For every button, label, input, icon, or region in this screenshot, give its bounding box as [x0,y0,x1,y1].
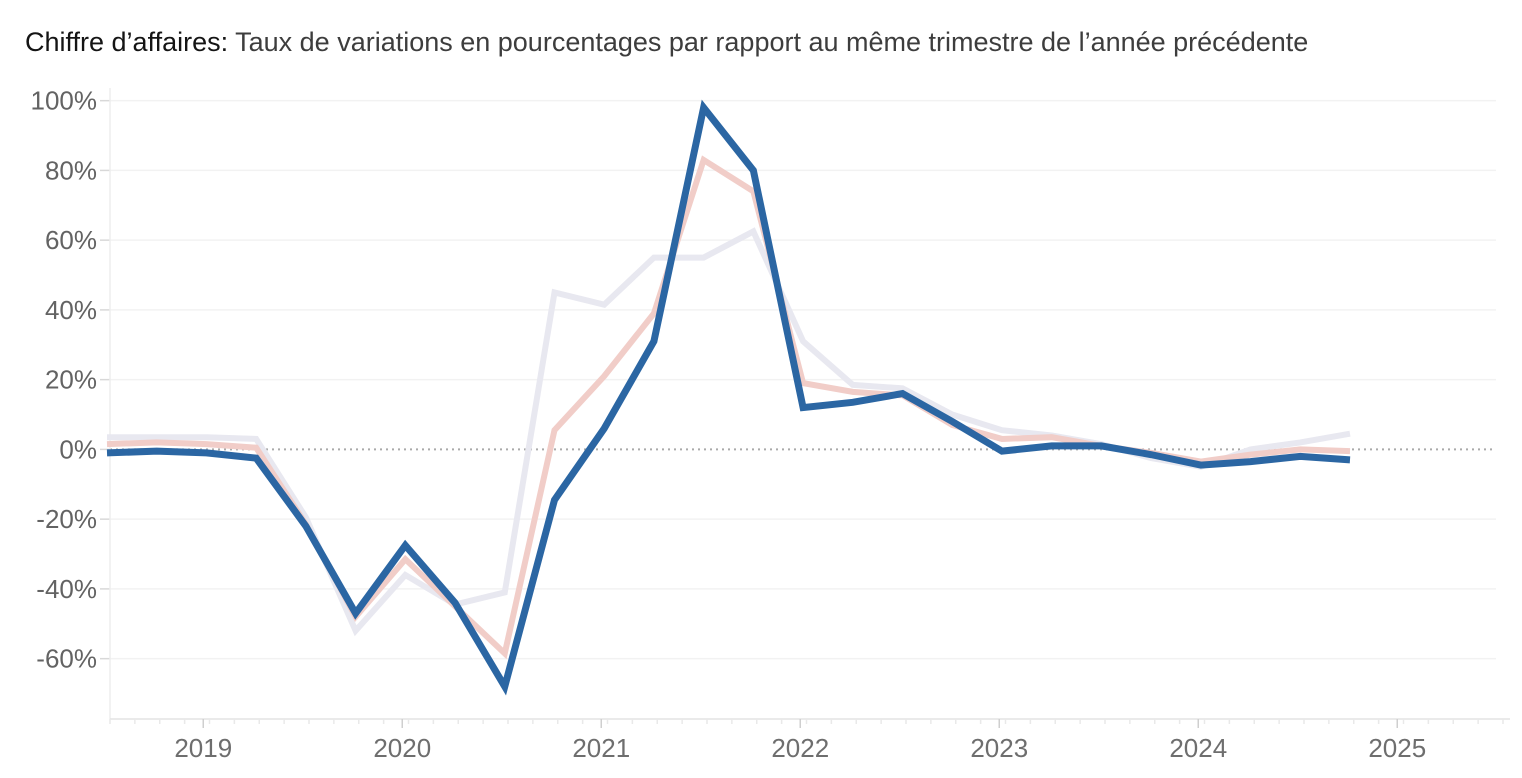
chart-title: Chiffre d’affaires: Taux de variations e… [25,26,1308,58]
y-tick-label: 60% [45,225,97,255]
y-tick-label: 0% [59,434,97,464]
y-axis-labels: 100% 80% 60% 40% 20% 0% -20% -40% -60% [31,86,98,674]
chart-title-rest: Taux de variations en pourcentages par r… [228,27,1309,57]
x-tick-label: 2020 [373,733,431,763]
y-tick-label: 40% [45,295,97,325]
data-series [106,99,1351,696]
chart-title-prefix: Chiffre d’affaires: [25,27,229,57]
y-tick-label: -20% [36,504,97,534]
y-tick-label: -60% [36,644,97,674]
series-line-blue [106,99,1351,696]
x-tick-label: 2019 [174,733,232,763]
x-tick-label: 2021 [572,733,630,763]
x-tick-label: 2025 [1368,733,1426,763]
y-tick-label: 80% [45,155,97,185]
x-axis-labels: 2019 2020 2021 2022 2023 2024 2025 [174,733,1426,763]
x-tick-label: 2022 [771,733,829,763]
x-tick-label: 2024 [1169,733,1227,763]
series-line-pink [106,155,1351,660]
y-tick-label: 20% [45,365,97,395]
x-tick-label: 2023 [970,733,1028,763]
y-tick-label: -40% [36,574,97,604]
y-tick-label: 100% [31,86,98,116]
series-line-gray [107,227,1351,637]
